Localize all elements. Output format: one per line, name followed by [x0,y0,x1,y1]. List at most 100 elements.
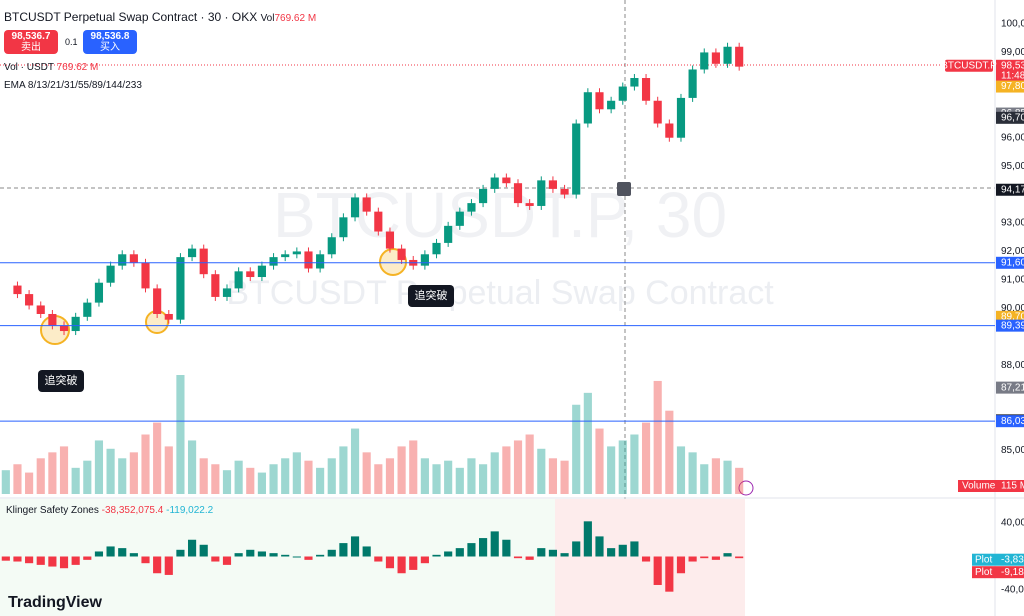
volume-bar [281,458,290,494]
volume-bar [246,467,255,494]
vol-legend: Vol · USDT 769.62 M [4,62,98,73]
osc-bar [13,556,22,562]
alert-icon[interactable] [738,480,754,496]
price-tag [996,183,1024,196]
osc-bar [490,531,499,557]
candle [490,177,499,189]
candle [513,183,523,204]
volume-bar [723,460,732,494]
osc-bar [700,556,709,559]
candle [502,177,511,184]
candle [222,288,232,297]
volume-bar [164,446,173,494]
osc-bar [257,551,266,557]
candle [36,305,45,314]
osc-tick-label: 40,00 [1001,518,1024,529]
candle [641,78,651,101]
volume-bar [339,446,348,494]
candle [129,254,138,263]
volume-bar [572,404,581,494]
volume-bar [420,458,429,494]
candle [292,251,301,255]
volume-bar [153,422,162,494]
candle [455,211,464,226]
osc-bar [641,556,651,562]
vol-label: Vol [260,13,275,24]
volume-bar [630,434,639,494]
volume-bar [129,452,138,494]
osc-bar [397,556,406,574]
candle [723,46,732,64]
osc-bar [455,548,464,557]
osc-value: -38,352,075.4 [101,505,164,516]
osc-tag [972,553,1024,566]
sell-button[interactable]: 98,536.7 卖出 [4,30,58,54]
volume-bar [444,460,453,494]
osc-bar [48,556,57,567]
volume-bar [700,464,709,494]
volume-tag-label: 115 M [1001,481,1024,492]
osc-bar [153,556,162,574]
candle [199,248,208,275]
osc-bar [420,556,429,564]
price-tick-label: 92,00 [1001,246,1024,257]
candle [385,231,395,249]
osc-bar [525,556,534,560]
price-tag [996,256,1024,269]
candle [362,197,371,212]
osc-bar [467,543,476,557]
volume-bar [187,440,197,494]
price-tag [996,319,1024,332]
candle [595,92,604,110]
price-tick-label: 90,00 [1001,303,1024,314]
volume-bar [560,460,569,494]
osc-bar [199,544,208,557]
osc-bar [723,553,732,557]
osc-bar [316,554,325,557]
volume-bar [36,458,45,494]
osc-bar [281,554,290,557]
candle [479,188,488,204]
volume-bar [316,467,325,494]
price-tick-label: 100,00 [1001,19,1024,30]
osc-bar [548,549,558,557]
volume-bar [479,464,488,494]
price-tag-label: 94,17 [1001,184,1024,195]
osc-bar [106,546,115,557]
logo: TradingView [8,594,102,611]
symbol: BTCUSDT Perpetual Swap Contract · 30 · O… [4,10,258,24]
candle [735,46,744,67]
buy-button[interactable]: 98,536.8 买入 [83,30,137,54]
sell-price: 98,536.7 [11,31,51,42]
volume-bar [59,446,69,494]
price-tick-label: 91,00 [1001,275,1024,286]
osc-bar [711,556,720,560]
volume-bar [13,464,22,494]
volume-bar [141,434,150,494]
volume-bar [234,460,243,494]
osc-bar [350,536,360,557]
candle [269,257,278,266]
volume-bar [467,458,476,494]
osc-bar [676,556,686,574]
candle [187,248,197,258]
osc-bar [374,556,383,562]
candle [246,271,255,278]
candle [630,78,639,87]
candle [316,254,325,269]
osc-bar [164,556,173,575]
volume-bar [432,464,441,494]
candle [688,69,697,98]
crosshair-plus[interactable] [617,182,631,196]
candle [583,92,592,124]
volume-bar [513,440,523,494]
symbol-bar: BTCUSDT Perpetual Swap Contract · 30 · O… [4,10,316,24]
buy-price: 98,536.8 [90,31,130,42]
symbol-tag-label: BTCUSDT.P [941,60,997,71]
osc-bar [665,556,674,592]
candle [444,225,453,243]
volume-bar [48,452,57,494]
osc-legend: Klinger Safety Zones -38,352,075.4 -119,… [6,505,213,516]
osc-bar [653,556,662,585]
